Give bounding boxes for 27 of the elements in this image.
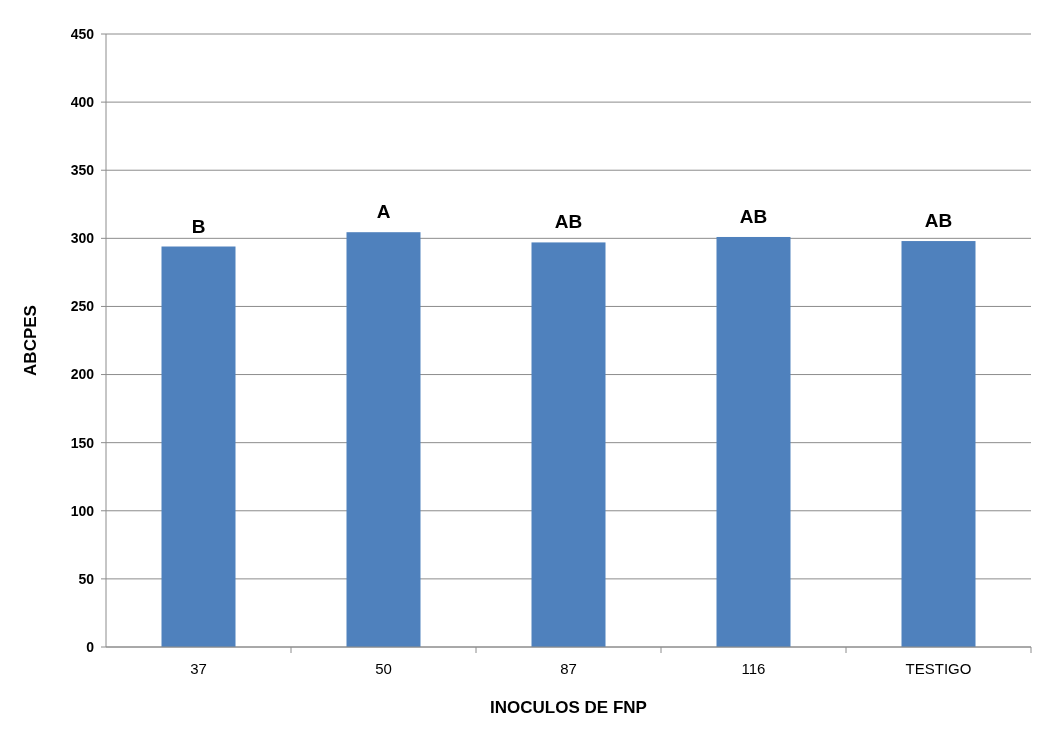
x-tick-label: 116 (741, 660, 766, 677)
y-tick-label: 200 (70, 366, 95, 383)
x-axis-title: INOCULOS DE FNP (490, 698, 647, 717)
bar (901, 241, 976, 647)
y-tick-label: 150 (70, 434, 95, 451)
x-tick-label: 50 (375, 660, 392, 677)
annotation: B (191, 215, 206, 237)
x-tick-label: TESTIGO (905, 660, 972, 677)
x-tick-label: 37 (190, 660, 207, 677)
bar (531, 242, 606, 647)
bar (161, 246, 236, 647)
annotation: AB (554, 211, 583, 233)
y-tick-label: 350 (70, 162, 95, 179)
y-tick-label: 450 (70, 25, 95, 42)
bar (346, 232, 421, 647)
y-tick-label: 0 (86, 638, 95, 655)
y-axis-title: ABCPES (21, 305, 40, 376)
annotation: AB (739, 205, 768, 227)
bar (716, 236, 791, 647)
x-tick-label: 87 (560, 660, 577, 677)
annotation: A (376, 201, 391, 223)
y-tick-label: 400 (70, 94, 95, 111)
annotation: AB (924, 210, 953, 232)
y-tick-label: 50 (78, 570, 95, 587)
y-tick-label: 250 (70, 298, 95, 315)
y-tick-label: 100 (70, 502, 95, 519)
y-tick-label: 300 (70, 230, 95, 247)
